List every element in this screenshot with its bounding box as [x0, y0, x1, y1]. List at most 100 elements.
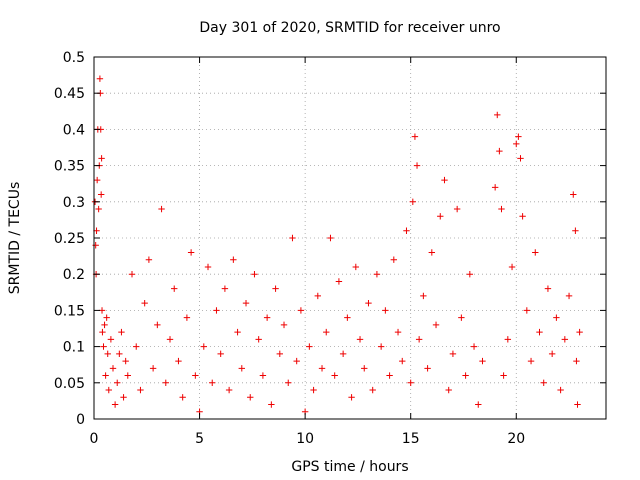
data-point [306, 343, 313, 350]
data-point [107, 336, 115, 343]
data-point [508, 263, 516, 271]
y-tick-label: 0.35 [54, 159, 85, 175]
data-point [179, 394, 186, 401]
data-point [103, 314, 110, 321]
data-point [293, 357, 300, 365]
y-tick-label: 0.2 [63, 267, 85, 283]
data-point [561, 336, 569, 343]
data-point [225, 386, 233, 394]
data-point [97, 191, 105, 198]
data-point [544, 285, 552, 292]
data-point [318, 365, 326, 372]
data-point [238, 365, 245, 372]
data-point [494, 111, 501, 119]
data-point [344, 314, 351, 321]
y-tick-label: 0.4 [63, 122, 85, 138]
data-point [407, 379, 414, 386]
data-point [234, 328, 241, 336]
data-point [335, 278, 343, 285]
data-point [145, 256, 153, 263]
data-point [527, 357, 535, 365]
data-point [95, 205, 102, 213]
data-point [323, 328, 330, 336]
data-point [339, 350, 347, 358]
data-point [415, 336, 423, 343]
data-point [403, 227, 410, 234]
data-point [213, 307, 220, 314]
data-point [133, 343, 140, 350]
data-point [242, 299, 250, 307]
y-tick-label: 0.1 [63, 340, 85, 356]
data-point [470, 343, 478, 350]
data-point [500, 372, 507, 379]
data-point [116, 350, 123, 358]
data-point [428, 249, 436, 256]
data-point [475, 401, 482, 408]
data-point [272, 285, 279, 292]
data-point [365, 299, 372, 307]
data-point [259, 372, 267, 379]
data-point [373, 271, 381, 278]
data-point [557, 386, 564, 394]
y-tick-label: 0.45 [54, 86, 85, 102]
data-point [158, 205, 165, 213]
x-tick-label: 20 [507, 431, 525, 447]
data-point [498, 205, 505, 213]
y-axis-label: SRMTID / TECUs [7, 182, 23, 295]
data-point [331, 372, 338, 379]
data-point [574, 401, 581, 408]
data-point [548, 350, 556, 358]
data-point [458, 314, 465, 321]
data-point [92, 242, 99, 249]
data-point [124, 372, 131, 379]
data-point [413, 162, 421, 169]
data-point [453, 205, 461, 213]
data-point [100, 343, 107, 350]
data-points [91, 75, 583, 415]
data-point [120, 394, 127, 401]
data-point [255, 336, 262, 343]
data-point [200, 343, 207, 350]
data-point [149, 365, 157, 372]
data-point [369, 386, 376, 394]
data-point [105, 386, 112, 394]
data-point [409, 198, 417, 205]
data-point [390, 256, 398, 263]
data-point [99, 328, 106, 336]
data-point [285, 379, 292, 386]
data-point [171, 285, 178, 292]
x-tick-label: 5 [195, 431, 204, 447]
data-point [122, 357, 129, 365]
data-point [399, 357, 406, 365]
tick-marks [93, 56, 606, 420]
y-tick-label: 0.5 [63, 50, 85, 66]
data-point [445, 386, 452, 394]
data-point [209, 379, 216, 386]
data-point [462, 372, 469, 379]
y-tick-label: 0.15 [54, 303, 85, 319]
data-point [573, 357, 580, 365]
data-point [432, 321, 440, 329]
data-point [513, 140, 520, 148]
data-point [479, 357, 486, 365]
data-point [532, 249, 539, 256]
data-point [221, 285, 229, 292]
data-point [183, 314, 191, 321]
data-point [111, 401, 119, 408]
data-point [175, 357, 182, 365]
data-point [310, 386, 317, 394]
data-point [96, 75, 104, 82]
data-point [204, 263, 212, 271]
data-point [519, 213, 526, 220]
data-point [102, 372, 109, 379]
data-point [230, 256, 237, 263]
x-tick-label: 0 [90, 431, 99, 447]
data-point [101, 321, 108, 329]
data-point [386, 372, 393, 379]
y-tick-label: 0.25 [54, 231, 85, 247]
y-tick-label: 0 [76, 412, 85, 428]
data-point [565, 292, 573, 300]
data-point [356, 336, 364, 343]
data-point [523, 307, 531, 314]
